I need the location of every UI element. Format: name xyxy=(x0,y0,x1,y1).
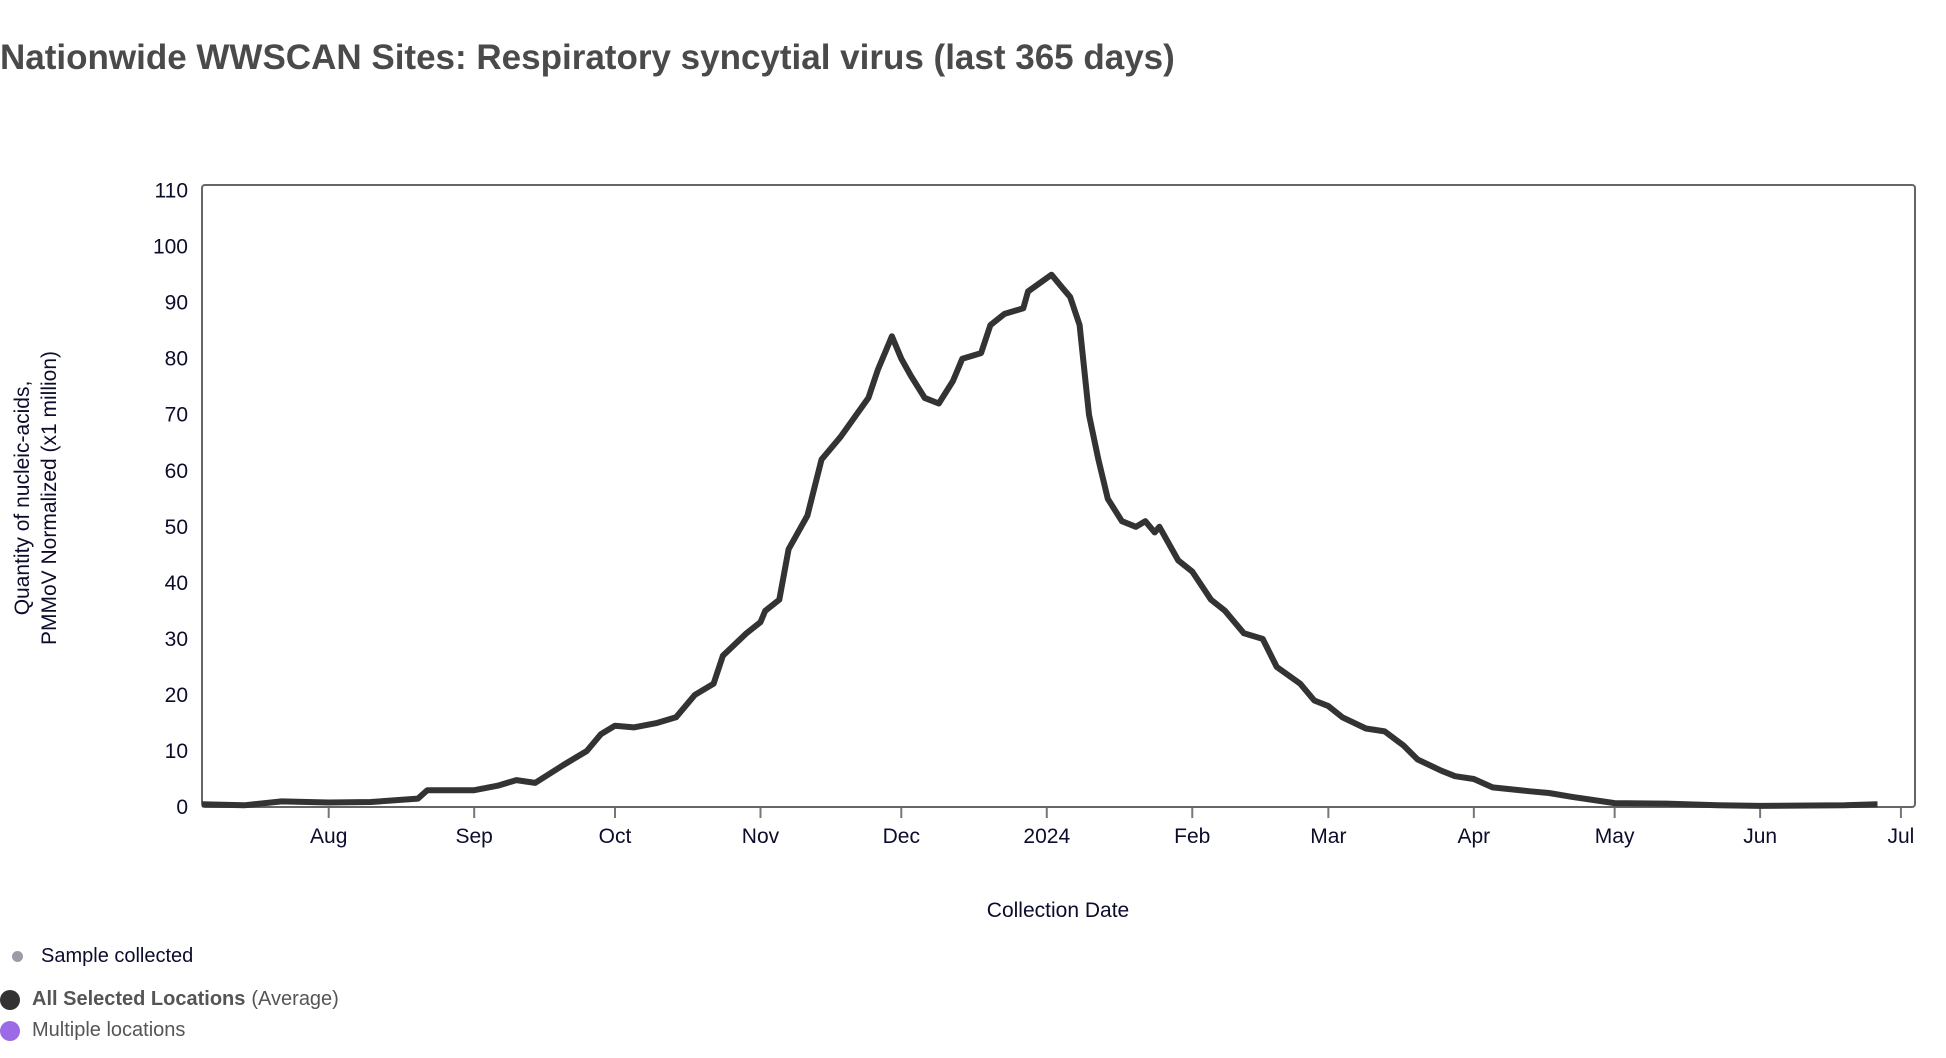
x-tick-label: Jul xyxy=(1887,825,1914,848)
y-tick-label: 20 xyxy=(165,684,188,707)
x-tick-label: Oct xyxy=(599,825,632,848)
y-tick-label: 30 xyxy=(165,628,188,651)
legend-item-bold: All Selected Locations xyxy=(32,988,246,1010)
x-tick-label: Mar xyxy=(1310,825,1346,848)
x-tick-label: May xyxy=(1595,825,1635,848)
line-chart: 0 10 20 30 40 50 60 70 80 90 100 110 Aug Sep Oct Nov De… xyxy=(11,180,1916,922)
y-tick-label: 10 xyxy=(165,740,188,763)
legend-item-multiple-locations[interactable]: Multiple locations xyxy=(0,1019,185,1042)
x-tick-label: Sep xyxy=(456,825,493,848)
y-axis-title-line1: Quantity of nucleic-acids, xyxy=(11,381,34,616)
x-axis-title: Collection Date xyxy=(987,899,1129,922)
y-tick-label: 110 xyxy=(155,180,188,203)
x-tick-label: 2024 xyxy=(1023,825,1070,848)
y-tick-label: 60 xyxy=(165,460,188,483)
legend-item-all-selected[interactable]: All Selected Locations (Average) xyxy=(0,988,339,1011)
x-tick-label: Nov xyxy=(742,825,780,848)
y-tick-label: 0 xyxy=(176,796,188,819)
legend-dot-icon xyxy=(0,1020,20,1041)
legend-item-suffix: (Average) xyxy=(251,988,339,1010)
legend-sample-label: Sample collected xyxy=(41,945,194,967)
y-axis-title-line2: PMMoV Normalized (x1 million) xyxy=(38,351,61,645)
y-tick-label: 80 xyxy=(165,348,188,371)
legend-sample-collected: Sample collected xyxy=(12,945,193,968)
x-tick-label: Jun xyxy=(1743,825,1777,848)
x-axis: Aug Sep Oct Nov Dec 2024 Feb Mar Apr May Jun Jul xyxy=(310,807,1914,848)
legend-item-label: Multiple locations xyxy=(32,1019,186,1041)
x-tick-label: Apr xyxy=(1458,825,1491,848)
y-tick-label: 100 xyxy=(153,236,188,259)
y-axis: 0 10 20 30 40 50 60 70 80 90 100 110 xyxy=(153,180,188,819)
x-tick-label: Aug xyxy=(310,825,347,848)
sample-dot-icon xyxy=(12,951,23,962)
y-tick-label: 90 xyxy=(165,292,188,315)
series-line-all-selected-locations[interactable] xyxy=(201,271,1878,809)
y-tick-label: 70 xyxy=(165,404,188,427)
plot-frame xyxy=(201,184,1916,808)
x-tick-label: Feb xyxy=(1174,825,1210,848)
y-tick-label: 50 xyxy=(165,516,188,539)
chart-title: Nationwide WWSCAN Sites: Respiratory syn… xyxy=(0,38,1175,77)
legend-dot-icon xyxy=(0,989,20,1010)
x-tick-label: Dec xyxy=(883,825,920,848)
y-tick-label: 40 xyxy=(165,572,188,595)
